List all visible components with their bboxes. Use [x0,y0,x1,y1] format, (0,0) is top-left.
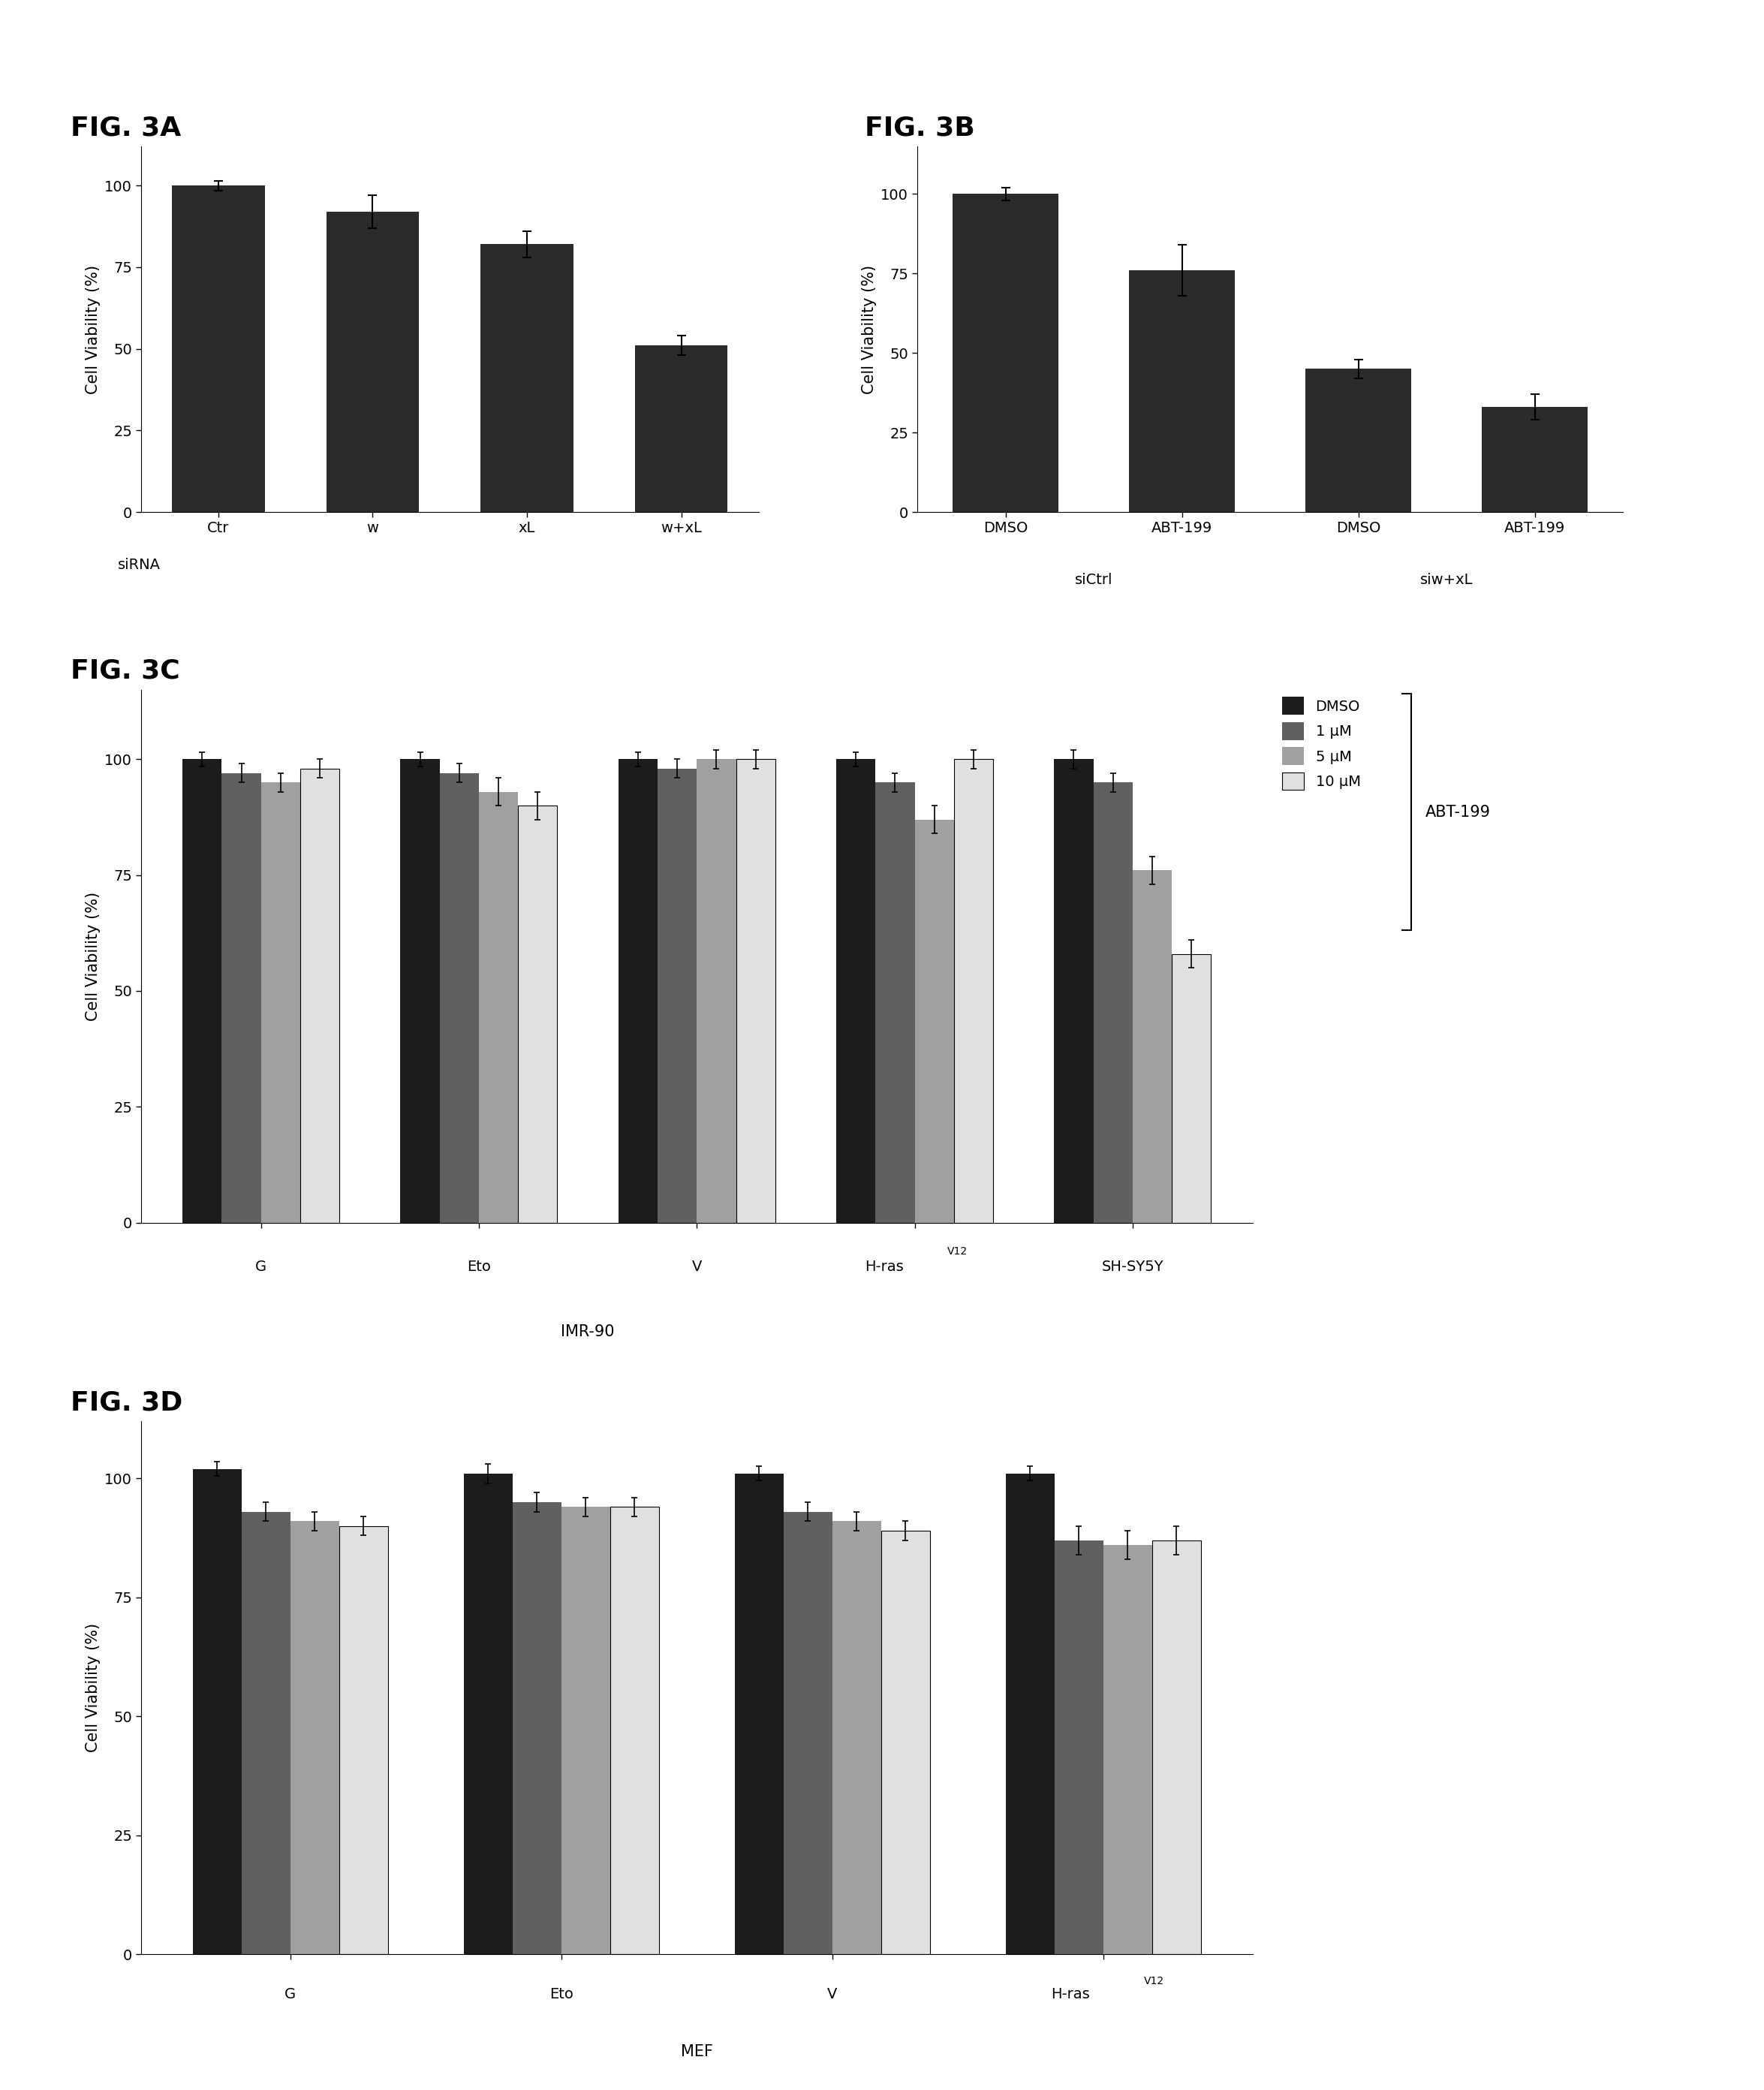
Bar [1094,782,1132,1223]
Bar [513,1503,561,1954]
Bar [519,805,557,1223]
Text: G: G [256,1260,266,1275]
Bar [182,759,222,1223]
Bar [953,194,1058,512]
Legend: DMSO, 1 μM, 5 μM, 10 μM: DMSO, 1 μM, 5 μM, 10 μM [1282,696,1360,790]
Bar [635,345,727,512]
Text: V: V [691,1260,702,1275]
Bar [697,759,736,1223]
Bar [400,759,439,1223]
Bar [736,1473,783,1954]
Text: H-ras: H-ras [864,1260,903,1275]
Bar [783,1511,833,1954]
Bar [339,1526,388,1954]
Bar [1005,1473,1055,1954]
Bar [464,1473,513,1954]
Text: Eto: Eto [467,1260,490,1275]
Bar [619,759,658,1223]
Bar [916,819,954,1223]
Bar [478,792,519,1223]
Text: siRNA: siRNA [118,558,161,573]
Text: ABT-199: ABT-199 [1425,805,1491,819]
Bar [1055,759,1094,1223]
Bar [833,1522,880,1954]
Bar [658,769,697,1223]
Bar [954,759,993,1223]
Y-axis label: Cell Viability (%): Cell Viability (%) [85,265,101,393]
Bar [1129,270,1235,512]
Bar [836,759,875,1223]
Text: FIG. 3C: FIG. 3C [71,658,180,683]
Bar [222,773,261,1223]
Bar [173,186,265,512]
Bar [1305,370,1411,512]
Text: V12: V12 [947,1246,968,1256]
Text: SH-SY5Y: SH-SY5Y [1101,1260,1164,1275]
Bar [736,759,774,1223]
Bar [880,1530,930,1954]
Text: V12: V12 [1145,1975,1164,1985]
Bar [1132,869,1171,1223]
Bar [291,1522,339,1954]
Bar [192,1469,242,1954]
Text: FIG. 3B: FIG. 3B [864,115,974,140]
Text: FIG. 3A: FIG. 3A [71,115,182,140]
Bar [1102,1545,1152,1954]
Y-axis label: Cell Viability (%): Cell Viability (%) [85,1624,101,1751]
Bar [561,1507,610,1954]
Text: H-ras: H-ras [1051,1988,1090,2002]
Bar [300,769,339,1223]
Text: V: V [827,1988,838,2002]
Bar [439,773,478,1223]
Bar [1482,408,1588,512]
Text: Eto: Eto [549,1988,573,2002]
Bar [480,245,573,512]
Text: G: G [284,1988,296,2002]
Bar [1055,1540,1102,1954]
Bar [326,211,420,512]
Y-axis label: Cell Viability (%): Cell Viability (%) [861,265,877,393]
Bar [610,1507,658,1954]
Bar [1152,1540,1201,1954]
Y-axis label: Cell Viability (%): Cell Viability (%) [85,892,101,1020]
Bar [1171,953,1212,1223]
Text: siCtrl: siCtrl [1074,573,1113,587]
Text: MEF: MEF [681,2044,713,2059]
Text: IMR-90: IMR-90 [561,1325,614,1340]
Bar [242,1511,291,1954]
Bar [875,782,916,1223]
Bar [261,782,300,1223]
Text: siw+xL: siw+xL [1420,573,1473,587]
Text: FIG. 3D: FIG. 3D [71,1390,183,1415]
